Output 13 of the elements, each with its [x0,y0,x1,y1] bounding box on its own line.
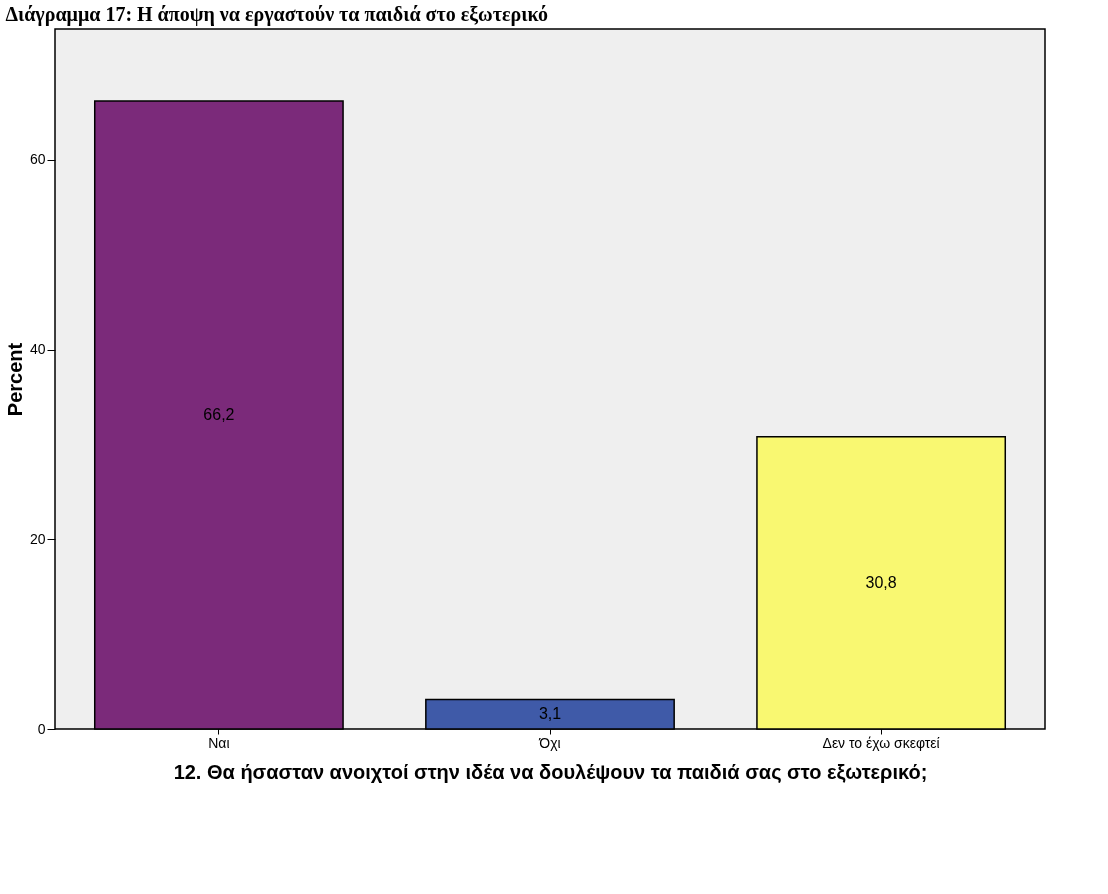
data-label: 3,1 [538,705,562,723]
x-tick-label: Ναι [208,734,230,751]
y-tick-label: 20 [29,530,46,547]
chart-title: Διάγραμμα 17: Η άποψη να εργαστούν τα παιδιά στο εξωτερικό [5,3,548,26]
data-label: 66,2 [203,406,235,424]
x-tick-label: Δεν το έχω σκεφτεί [822,734,940,751]
y-axis-title: Percent [3,342,26,417]
data-label: 30,8 [865,573,897,591]
y-tick-label: 0 [37,720,46,737]
x-axis-title: 12. Θα ήσασταν ανοιχτοί στην ιδέα να δουλέψουν τα παιδιά σας στο εξωτερικό; [173,760,928,783]
x-tick-label: Όχι [538,734,561,751]
y-tick-label: 60 [29,151,46,168]
y-tick-label: 40 [29,341,46,358]
